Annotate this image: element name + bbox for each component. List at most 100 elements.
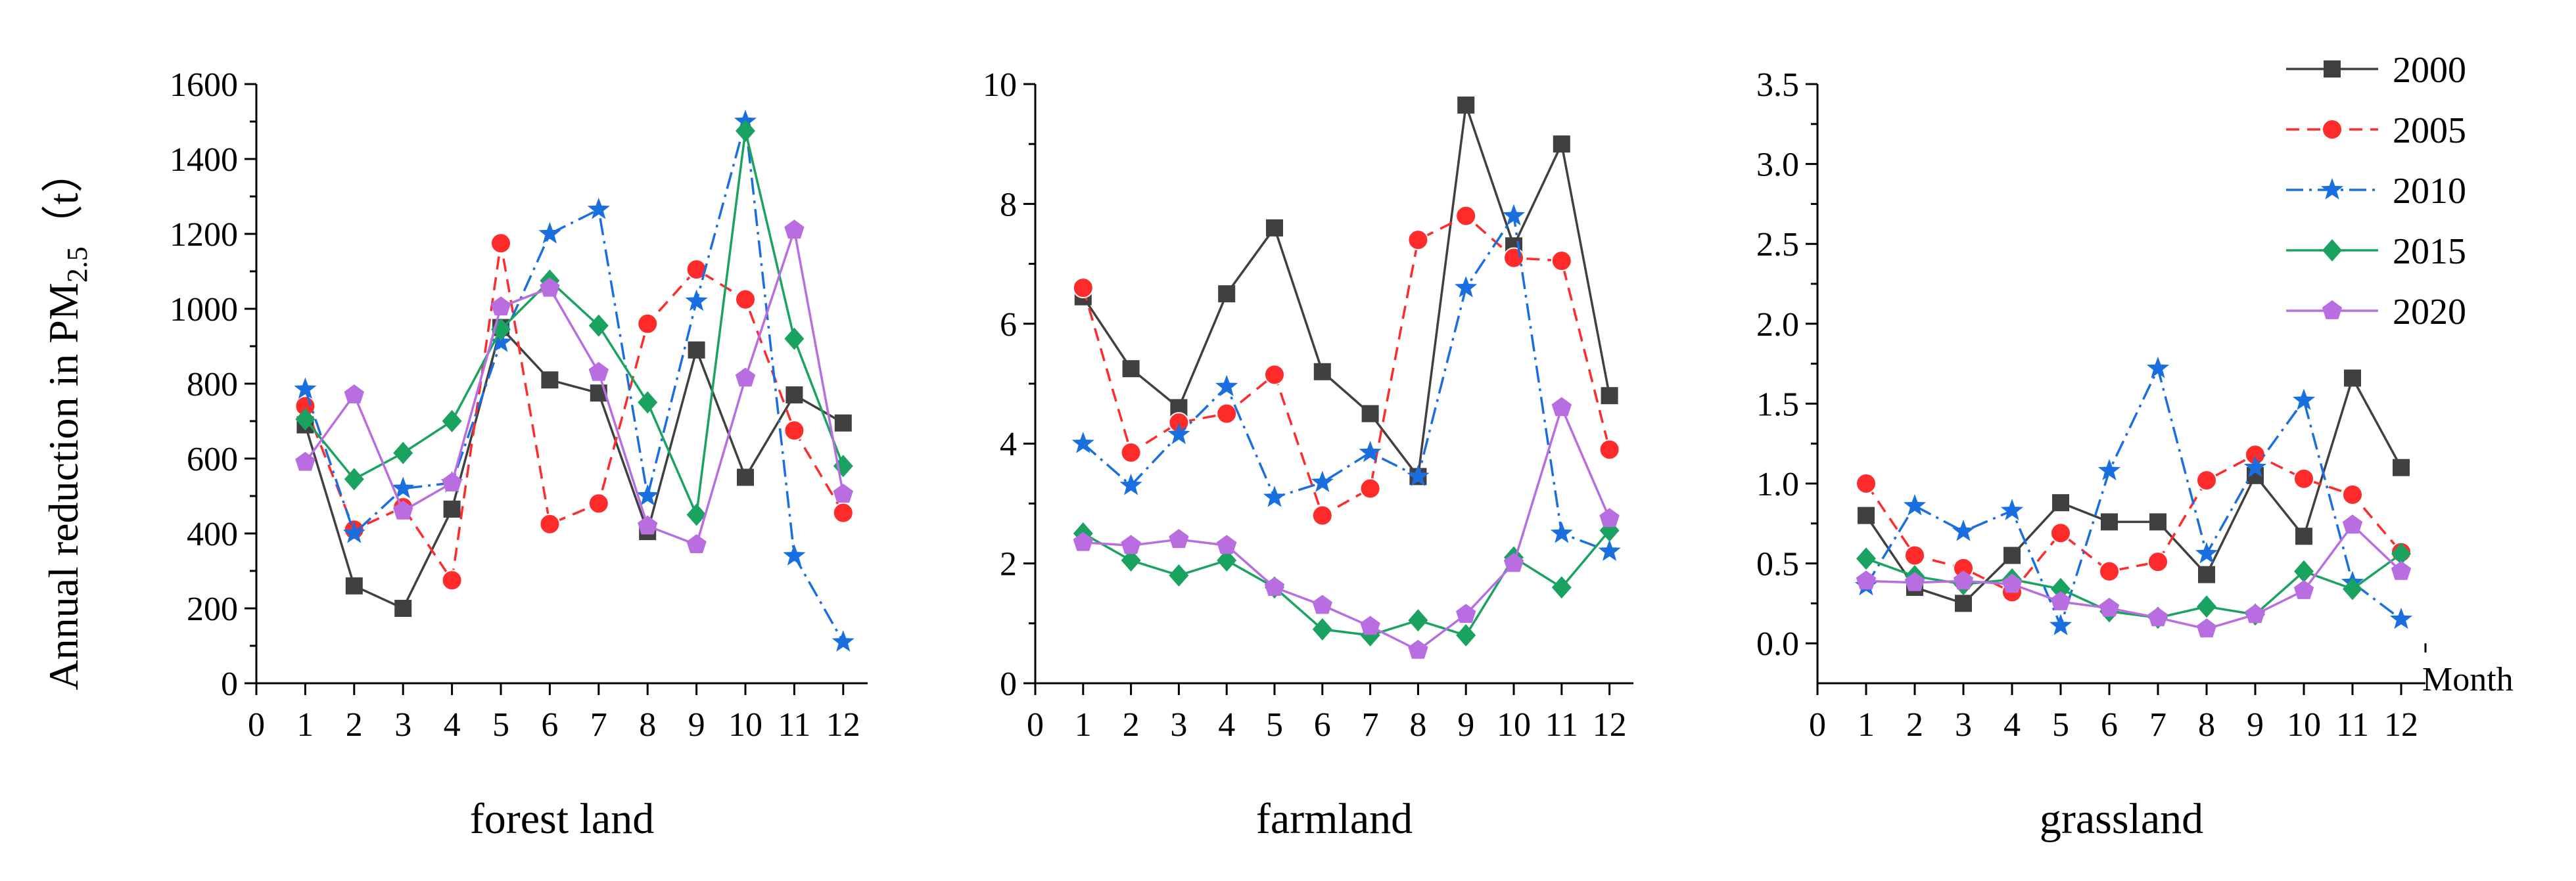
data-point-2015 [2294,560,2314,583]
data-point-2000 [834,414,852,432]
data-point-2010 [2097,459,2121,481]
data-point-2005 [588,493,609,514]
data-point-2020 [1217,535,1237,554]
series-2015 [1073,519,1620,647]
data-point-2000 [1266,219,1283,237]
data-point-2015 [736,120,755,143]
y-axis-title-sub: 2.5 [61,246,93,282]
data-point-2010 [2000,499,2024,520]
x-tick-label: 7 [2149,706,2166,744]
data-point-2020 [1953,570,1974,590]
data-point-2015 [1856,547,1876,570]
x-tick-label: 12 [2384,706,2418,744]
y-tick-label: 1400 [170,141,238,179]
legend-item-2010: 2010 [2286,171,2466,212]
data-point-2020 [784,219,805,239]
data-point-2015 [1217,549,1237,572]
data-point-2010 [831,630,855,652]
y-tick-label: 2.5 [1756,226,1799,263]
data-point-2000 [394,600,412,617]
legend-marker [2324,60,2341,78]
data-point-2000 [2101,513,2118,531]
x-tick-label: 4 [444,706,461,744]
legend-item-2015: 2015 [2286,231,2466,272]
data-point-2000 [2052,494,2069,512]
data-point-2005 [735,288,756,310]
data-point-2000 [1313,363,1331,380]
series-2010 [1071,204,1621,561]
data-point-2020 [1408,639,1428,659]
y-tick-label: 4 [1000,426,1017,463]
data-point-2000 [1122,360,1140,378]
data-point-2020 [686,534,707,553]
x-tick-label: 3 [1955,706,1972,744]
data-point-2005 [441,570,463,591]
data-point-2020 [1856,570,1877,590]
data-point-2010 [1903,494,1927,516]
data-point-2020 [1456,604,1476,623]
x-tick-label: 11 [778,706,810,744]
data-point-2020 [735,367,756,387]
series-line-2015 [1865,553,2402,620]
series-line-2015 [1082,530,1610,637]
data-point-2020 [540,277,560,297]
legend-marker [2322,300,2343,319]
data-point-2000 [1858,507,1875,524]
x-tick-label: 0 [248,706,265,744]
series-2020 [1856,514,2412,638]
y-tick-label: 6 [1000,306,1017,344]
data-point-2005 [1216,403,1238,424]
data-point-2010 [1502,204,1526,226]
y-tick-label: 0 [1000,666,1017,703]
x-tick-label: 6 [1314,706,1331,744]
data-point-2015 [686,503,707,526]
data-point-2020 [1312,595,1332,614]
y-tick-label: 3.5 [1756,66,1799,104]
x-tick-label: 5 [492,706,509,744]
data-point-2005 [637,313,659,334]
x-tick-label: 5 [2052,706,2069,744]
data-point-2005 [1599,439,1620,461]
data-point-2020 [588,361,609,381]
legend-label: 2015 [2393,231,2466,272]
data-point-2005 [1455,205,1477,227]
x-tick-label: 12 [826,706,860,744]
data-point-2000 [2393,459,2410,476]
x-tick-label: 9 [2247,706,2264,744]
data-point-2020 [1169,529,1189,549]
series-2005 [1072,205,1620,526]
data-point-2010 [1215,374,1238,397]
series-2015 [1856,543,2411,629]
x-tick-label: 2 [1123,706,1140,744]
data-point-2015 [2391,543,2411,566]
data-point-2010 [783,544,806,566]
series-2010 [294,110,855,652]
data-point-2020 [2391,560,2412,580]
series-line-2020 [1083,404,1611,652]
data-point-2010 [1263,486,1286,507]
y-tick-label: 10 [983,66,1017,104]
data-point-2010 [1359,440,1382,463]
data-point-2010 [2146,356,2170,378]
data-point-2010 [2195,542,2218,564]
data-point-2010 [2389,607,2413,629]
data-point-2015 [295,408,316,431]
series-2015 [295,120,853,526]
data-point-2015 [1121,549,1141,572]
data-point-2015 [784,327,805,350]
y-tick-label: 2.0 [1756,306,1799,344]
series-2020 [1073,397,1620,659]
data-point-2005 [1120,441,1142,463]
data-point-2010 [587,197,610,219]
data-point-2005 [2147,551,2168,573]
series-2000 [1858,369,2410,612]
data-point-2005 [2342,484,2363,506]
legend-marker [2322,239,2342,261]
data-point-2010 [294,377,317,399]
data-point-2010 [1455,276,1478,298]
series-2000 [296,319,852,617]
y-axis-title-unit: （t） [40,150,87,246]
series-line-2000 [1082,104,1611,480]
x-tick-label: 2 [346,706,363,744]
